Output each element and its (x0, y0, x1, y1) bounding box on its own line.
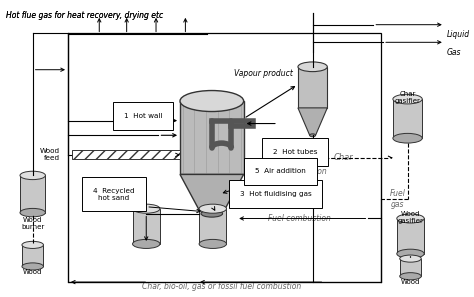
Text: 4  Recycled
hot sand: 4 Recycled hot sand (93, 187, 135, 200)
Text: Char, bio-oil, gas or fossil fuel combustion: Char, bio-oil, gas or fossil fuel combus… (142, 282, 301, 291)
Bar (180, 101, 244, 174)
Text: 1  Hot wall: 1 Hot wall (124, 113, 163, 119)
Text: Wood
feed: Wood feed (40, 148, 60, 161)
Ellipse shape (393, 94, 422, 104)
Text: 5  Air addition: 5 Air addition (255, 168, 306, 175)
Ellipse shape (22, 263, 44, 270)
Ellipse shape (397, 249, 424, 258)
Ellipse shape (397, 214, 424, 223)
Bar (298, 67, 328, 108)
Ellipse shape (20, 171, 46, 180)
Bar (397, 219, 424, 254)
Ellipse shape (20, 208, 46, 217)
Bar (68, 33, 381, 282)
Text: Char: Char (334, 153, 354, 162)
Ellipse shape (133, 204, 160, 213)
Text: Wood: Wood (401, 279, 420, 285)
Ellipse shape (400, 255, 421, 262)
Text: Gas: Gas (447, 48, 461, 57)
Bar (199, 209, 227, 244)
Text: Wood: Wood (23, 269, 42, 275)
Text: Vapour product: Vapour product (234, 69, 293, 78)
Text: 2  Hot tubes: 2 Hot tubes (273, 149, 317, 155)
Bar (20, 176, 46, 213)
Ellipse shape (393, 133, 422, 143)
Text: Fuel combustion: Fuel combustion (268, 214, 331, 223)
Text: Combustion: Combustion (282, 167, 328, 176)
Bar (72, 151, 180, 159)
Ellipse shape (133, 239, 160, 249)
Text: Liquid: Liquid (447, 30, 470, 39)
Bar (22, 245, 44, 266)
Polygon shape (298, 108, 328, 135)
Ellipse shape (201, 210, 223, 217)
Ellipse shape (400, 273, 421, 280)
Ellipse shape (298, 62, 328, 72)
Ellipse shape (199, 204, 227, 213)
Bar (133, 209, 160, 244)
Text: Hot flue gas for heat recovery, drying etc: Hot flue gas for heat recovery, drying e… (6, 11, 164, 20)
Text: Hot flue gas for heat recovery, drying etc: Hot flue gas for heat recovery, drying e… (6, 11, 164, 20)
Text: 3  Hot fluidising gas: 3 Hot fluidising gas (239, 191, 311, 197)
Polygon shape (180, 174, 244, 214)
Bar (400, 259, 421, 276)
Ellipse shape (22, 241, 44, 249)
Text: Wood
burner: Wood burner (21, 217, 45, 230)
Ellipse shape (180, 91, 244, 112)
Text: Char
gasifier: Char gasifier (395, 91, 420, 104)
Bar (393, 99, 422, 138)
Ellipse shape (199, 239, 227, 249)
Ellipse shape (310, 134, 316, 137)
Text: Wood
gasifier: Wood gasifier (398, 211, 423, 224)
Text: Fuel
gas: Fuel gas (390, 189, 406, 208)
